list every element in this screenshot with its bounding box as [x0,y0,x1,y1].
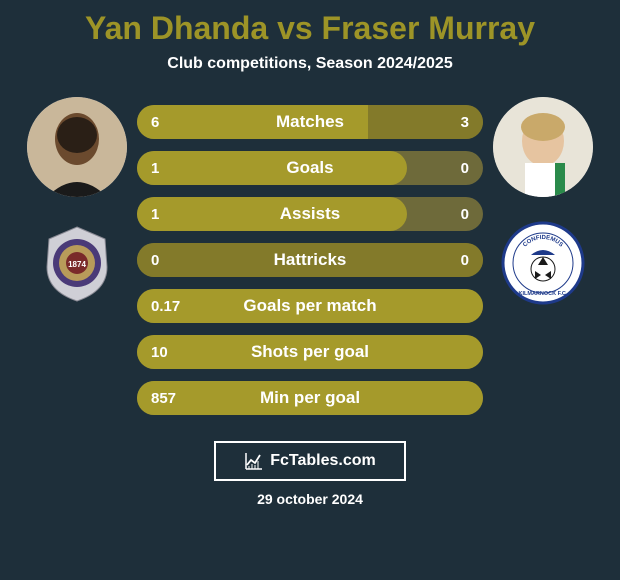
stat-label: Assists [137,204,483,224]
footer-date: 29 october 2024 [8,491,612,507]
main-area: 1874 Matches63Goals10Assists10Hattricks0… [8,97,612,415]
brand-text: FcTables.com [270,452,376,470]
stat-label: Shots per goal [137,342,483,362]
stat-label: Min per goal [137,388,483,408]
stat-label: Hattricks [137,250,483,270]
stat-row: Hattricks0 0 [137,243,483,277]
stats-column: Matches63Goals10Assists10Hattricks00Goal… [137,97,483,415]
brand-logo: FcTables.com [214,441,406,481]
stat-value-left: 1 [151,206,159,223]
stat-value-left: 857 [151,390,176,407]
stat-row: Shots per goal10 [137,335,483,369]
comparison-card: Yan Dhanda vs Fraser Murray Club competi… [0,0,620,580]
stat-value-left: 0 [151,252,159,269]
stat-label: Matches [137,112,483,132]
chart-icon [244,451,264,471]
subtitle: Club competitions, Season 2024/2025 [8,55,612,73]
stat-value-left: 10 [151,344,168,361]
team-right-crest: CONFIDEMUS KILMARNOCK F.C. [501,221,585,305]
right-column: CONFIDEMUS KILMARNOCK F.C. [483,97,603,305]
stat-value-right: 3 [461,114,469,131]
player-right-avatar [493,97,593,197]
stat-label: Goals [137,158,483,178]
stat-label: Goals per match [137,296,483,316]
left-column: 1874 [17,97,137,305]
stat-value-right: 0 [461,206,469,223]
svg-text:1874: 1874 [68,260,86,269]
stat-row: Goals per match0.17 [137,289,483,323]
stat-value-right: 0 [461,160,469,177]
svg-text:KILMARNOCK F.C.: KILMARNOCK F.C. [519,291,568,297]
stat-row: Min per goal857 [137,381,483,415]
stat-value-left: 1 [151,160,159,177]
stat-row: Matches6 3 [137,105,483,139]
team-left-crest: 1874 [35,221,119,305]
stat-value-right: 0 [461,252,469,269]
stat-value-left: 6 [151,114,159,131]
stat-row: Goals1 0 [137,151,483,185]
stat-value-left: 0.17 [151,298,180,315]
stat-row: Assists1 0 [137,197,483,231]
player-left-avatar [27,97,127,197]
page-title: Yan Dhanda vs Fraser Murray [8,10,612,47]
